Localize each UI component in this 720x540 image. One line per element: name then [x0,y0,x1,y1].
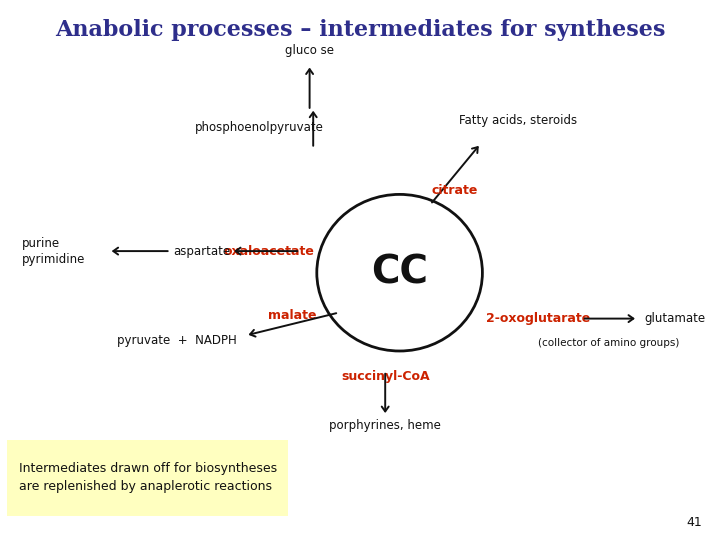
Text: glutamate: glutamate [644,312,706,325]
Text: phosphoenolpyruvate: phosphoenolpyruvate [195,122,323,134]
Text: pyruvate  +  NADPH: pyruvate + NADPH [117,334,236,347]
Text: oxaloacetate: oxaloacetate [224,245,315,258]
Text: Anabolic processes – intermediates for syntheses: Anabolic processes – intermediates for s… [55,19,665,41]
Text: citrate: citrate [432,184,478,197]
Text: CC: CC [371,254,428,292]
Text: succinyl-CoA: succinyl-CoA [341,370,430,383]
Text: gluco se: gluco se [285,44,334,57]
Text: Fatty acids, steroids: Fatty acids, steroids [459,114,577,127]
Text: (collector of amino groups): (collector of amino groups) [538,338,679,348]
FancyBboxPatch shape [7,440,288,516]
Text: aspartate: aspartate [173,245,230,258]
Text: 41: 41 [686,516,702,529]
Text: 2-oxoglutarate: 2-oxoglutarate [486,312,590,325]
Text: Intermediates drawn off for biosyntheses
are replenished by anaplerotic reaction: Intermediates drawn off for biosyntheses… [19,462,278,494]
Text: porphyrines, heme: porphyrines, heme [329,418,441,431]
Text: malate: malate [269,309,317,322]
Text: purine
pyrimidine: purine pyrimidine [22,237,85,266]
